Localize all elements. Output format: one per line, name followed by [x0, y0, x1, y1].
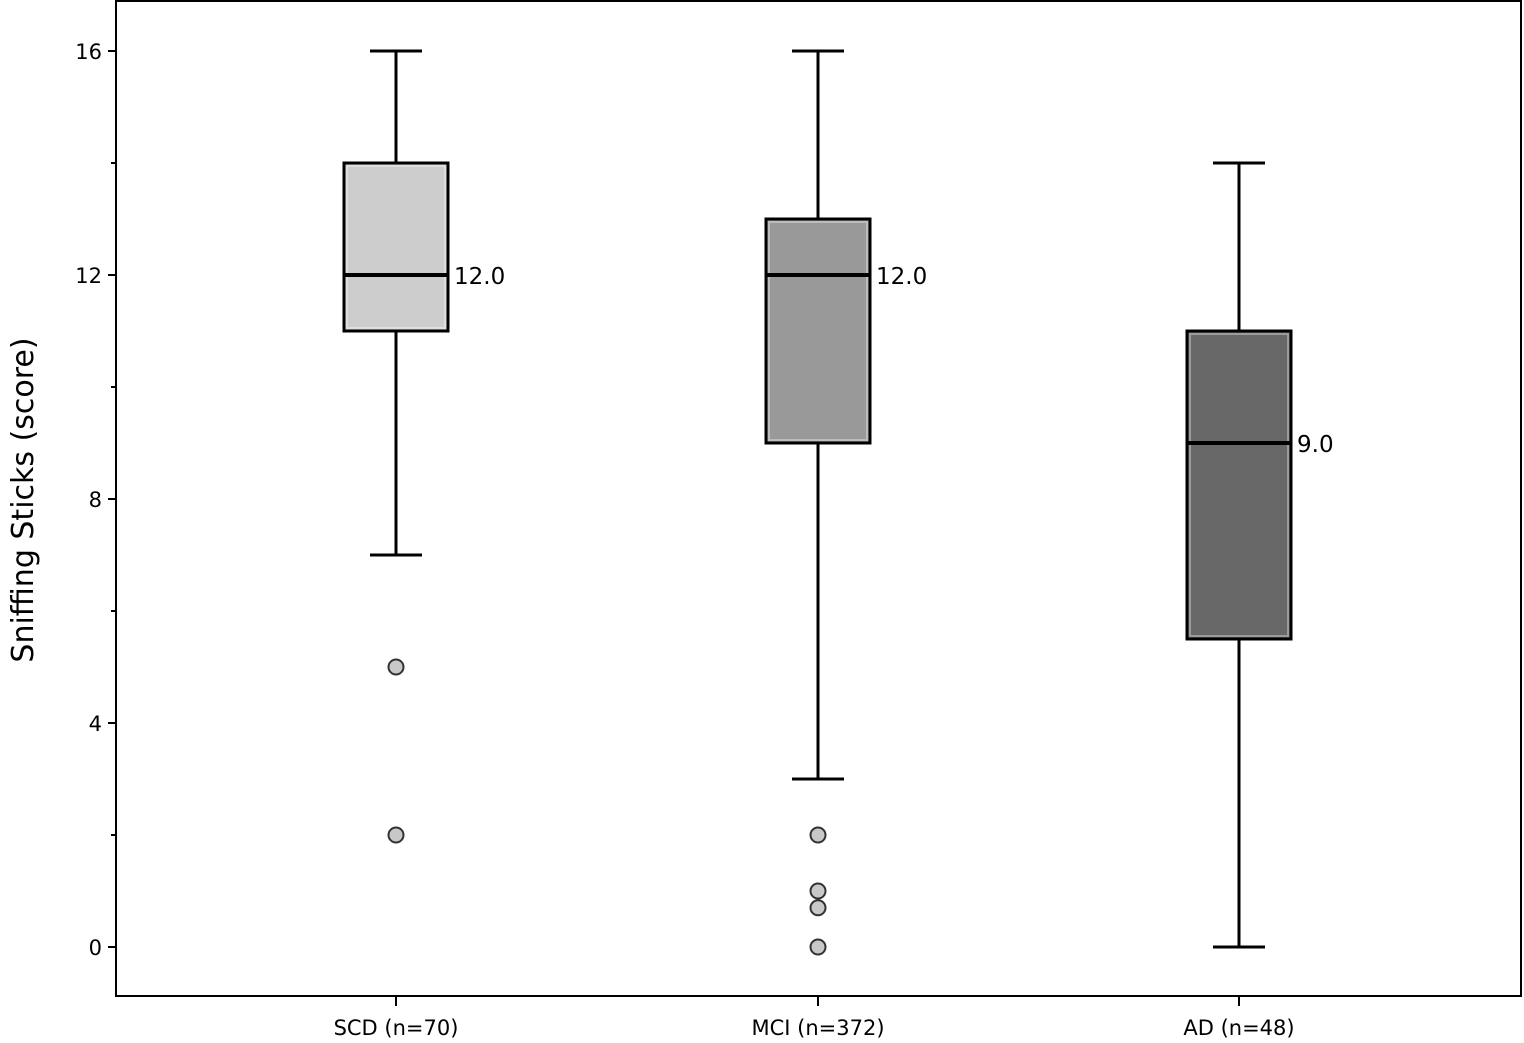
box-group: 9.0 — [1185, 161, 1334, 949]
iqr-box — [764, 217, 872, 445]
x-tick-label: SCD (n=70) — [334, 1016, 459, 1040]
iqr-box — [1185, 329, 1293, 641]
median-label: 9.0 — [1297, 432, 1334, 458]
y-tick-label: 0 — [89, 936, 102, 960]
boxes-layer: 12.0 12.0 9.0 — [342, 49, 1334, 956]
box-highlight — [346, 165, 446, 329]
box-group: 12.0 — [764, 49, 927, 956]
iqr-box — [342, 161, 450, 333]
x-tick-label: AD (n=48) — [1183, 1016, 1294, 1040]
x-tick-label: MCI (n=372) — [751, 1016, 884, 1040]
outlier-point — [809, 882, 827, 900]
median-label: 12.0 — [876, 264, 927, 290]
y-axis-label: Sniffing Sticks (score) — [6, 337, 41, 662]
y-tick-label: 16 — [75, 40, 102, 64]
y-tick-label: 8 — [89, 488, 102, 512]
outlier-point — [809, 826, 827, 844]
y-tick-label: 4 — [89, 712, 102, 736]
x-axis: SCD (n=70) MCI (n=372) AD (n=48) — [334, 996, 1295, 1040]
outlier-point — [809, 938, 827, 956]
median-label: 12.0 — [454, 264, 505, 290]
outlier-point — [387, 658, 405, 676]
y-axis: 0 4 8 12 16 — [75, 40, 116, 960]
box-highlight — [1189, 333, 1289, 637]
outlier-point — [809, 899, 827, 917]
outlier-point — [387, 826, 405, 844]
y-tick-label: 12 — [75, 264, 102, 288]
box-highlight — [768, 221, 868, 441]
box-group: 12.0 — [342, 49, 505, 844]
